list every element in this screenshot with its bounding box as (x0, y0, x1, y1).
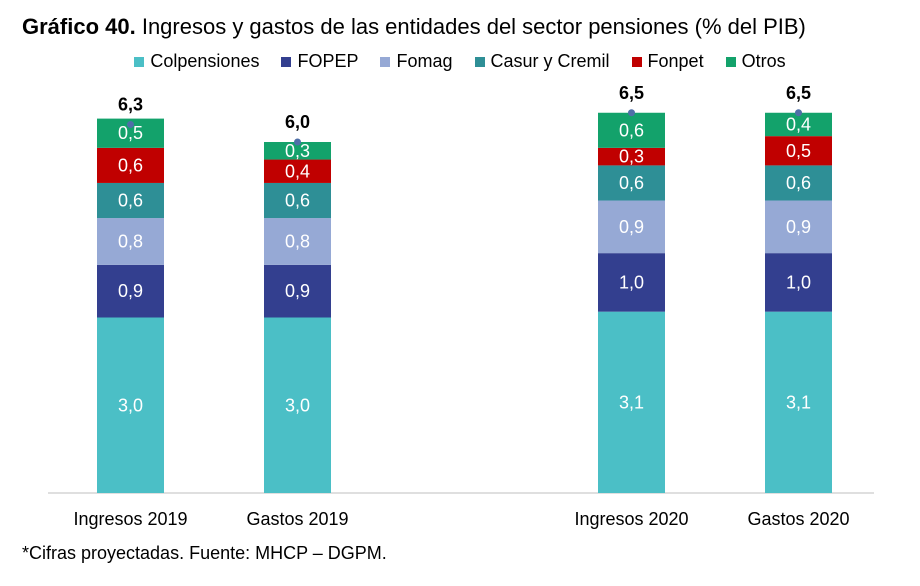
legend-label: Otros (741, 51, 786, 71)
bar-segment-fomag (264, 218, 331, 265)
bar-segment-fomag (598, 200, 665, 254)
data-label: 0,8 (118, 231, 143, 251)
total-marker (795, 109, 802, 117)
legend-swatch (474, 56, 485, 67)
total-marker (294, 138, 301, 146)
x-tick-label: Gastos 2019 (246, 509, 348, 529)
data-label: 3,0 (118, 395, 143, 415)
total-label: 6,0 (285, 112, 310, 132)
data-label: 0,4 (786, 114, 811, 134)
bar-segment-otros (264, 142, 331, 160)
data-label: 0,6 (118, 191, 143, 211)
bar-segment-fonpet (598, 147, 665, 166)
bar-segment-colpensiones (264, 317, 331, 493)
data-label: 3,0 (285, 395, 310, 415)
bar-segment-fonpet (264, 159, 331, 183)
legend-label: Fonpet (647, 51, 704, 71)
legend-label: Colpensiones (150, 51, 260, 71)
data-label: 0,6 (118, 155, 143, 175)
data-label: 3,1 (786, 392, 811, 412)
bar-segment-casur-y-cremil (97, 182, 164, 219)
bar-segment-colpensiones (598, 311, 665, 493)
legend-swatch (380, 56, 391, 67)
data-label: 0,6 (619, 173, 644, 193)
legend-label: Casur y Cremil (490, 51, 610, 71)
data-label: 0,6 (619, 120, 644, 140)
bar-segment-fomag (765, 200, 832, 254)
bar-segment-fomag (97, 218, 164, 265)
data-label: 0,9 (285, 281, 310, 301)
total-label: 6,5 (619, 83, 644, 103)
legend-item-casur-y-cremil: Casur y Cremil (474, 51, 610, 72)
bar-segment-fonpet (765, 136, 832, 166)
bar-segment-fonpet (97, 147, 164, 183)
bar-segment-casur-y-cremil (598, 165, 665, 201)
legend-item-otros: Otros (725, 51, 786, 72)
data-label: 0,3 (619, 147, 644, 167)
chart-title: Gráfico 40. Ingresos y gastos de las ent… (22, 14, 806, 40)
legend-item-colpensiones: Colpensiones (134, 51, 259, 72)
data-label: 0,3 (285, 141, 310, 161)
chart-legend: Colpensiones FOPEP Fomag Casur y Cremil Fonp… (0, 51, 920, 72)
x-tick-label: Gastos 2020 (747, 509, 849, 529)
data-label: 0,6 (786, 173, 811, 193)
legend-swatch (631, 56, 642, 67)
bar-segment-otros (598, 112, 665, 148)
bar-segment-casur-y-cremil (765, 165, 832, 201)
bar-segment-fopep (97, 264, 164, 318)
legend-item-fopep: FOPEP (281, 51, 358, 72)
x-tick-label: Ingresos 2020 (574, 509, 688, 529)
legend-label: FOPEP (297, 51, 359, 71)
bar-segment-fopep (264, 264, 331, 318)
total-marker (127, 120, 134, 128)
data-label: 0,5 (118, 123, 143, 143)
total-marker (628, 109, 635, 117)
legend-swatch (134, 56, 145, 67)
bar-segment-fopep (765, 253, 832, 312)
bar-segment-fopep (598, 253, 665, 312)
data-label: 0,9 (786, 217, 811, 237)
legend-swatch (281, 56, 292, 67)
legend-item-fonpet: Fonpet (631, 51, 704, 72)
data-label: 0,8 (285, 231, 310, 251)
data-label: 0,9 (118, 281, 143, 301)
legend-swatch (725, 56, 736, 67)
data-label: 0,6 (285, 191, 310, 211)
legend-label: Fomag (396, 51, 453, 71)
bar-segment-otros (765, 112, 832, 137)
data-label: 0,4 (285, 161, 310, 181)
bar-segment-colpensiones (765, 311, 832, 493)
bar-segment-colpensiones (97, 317, 164, 493)
data-label: 1,0 (619, 272, 644, 292)
data-label: 1,0 (786, 272, 811, 292)
data-label: 0,5 (786, 141, 811, 161)
data-label: 0,9 (619, 217, 644, 237)
legend-item-fomag: Fomag (380, 51, 453, 72)
bar-segment-casur-y-cremil (264, 182, 331, 219)
total-label: 6,3 (118, 94, 143, 114)
data-label: 3,1 (619, 392, 644, 412)
chart-footnote: *Cifras proyectadas. Fuente: MHCP – DGPM… (22, 543, 387, 563)
chart-title-text: Ingresos y gastos de las entidades del s… (135, 14, 806, 39)
x-tick-label: Ingresos 2019 (73, 509, 187, 529)
total-label: 6,5 (786, 83, 811, 103)
chart-title-prefix: Gráfico 40. (22, 14, 136, 39)
